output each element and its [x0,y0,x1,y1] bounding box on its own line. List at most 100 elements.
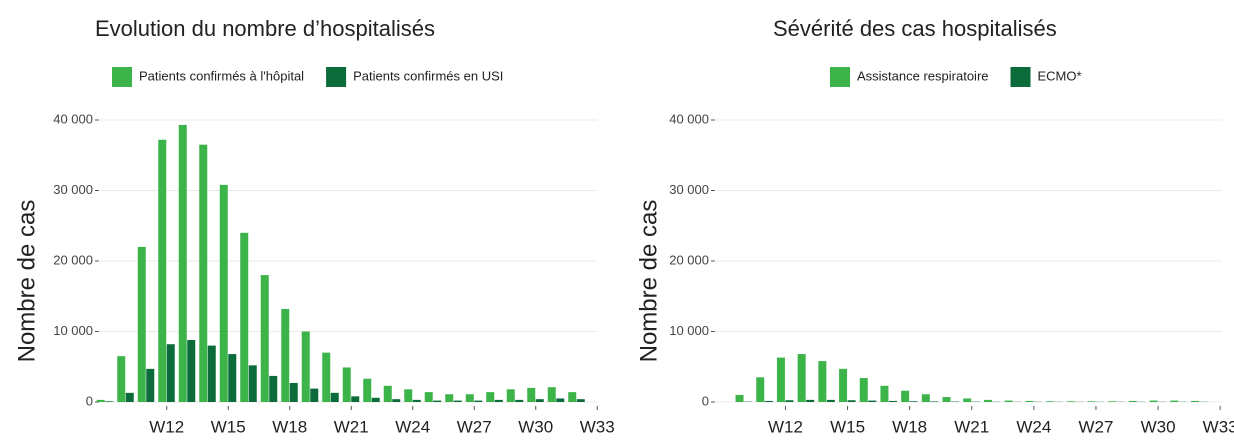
chart-title: Sévérité des cas hospitalisés [773,16,1057,41]
bar [412,399,421,402]
bar [1190,400,1199,402]
bar [137,246,146,402]
bar [1108,401,1117,402]
bar [806,399,815,402]
y-axis-title: Nombre de cas [13,200,40,363]
bar [424,392,433,402]
x-tick-label: W12 [149,417,184,436]
bar [105,401,114,402]
y-tick-label: 40 000 [669,111,709,126]
legend-swatch [830,67,850,87]
bar [868,400,877,402]
bar [289,382,298,402]
legend-swatch [112,67,132,87]
bar [474,400,483,402]
bar [199,144,208,403]
bar [527,387,536,402]
bar [880,385,889,402]
y-axis-title: Nombre de cas [635,200,662,363]
x-tick-label: W24 [1016,417,1051,436]
bar [187,339,196,402]
bar [146,368,155,402]
x-tick-label: W33 [1203,417,1234,436]
y-tick-label: 40 000 [53,111,93,126]
bar [228,354,237,402]
bar [942,397,951,402]
x-tick-label: W18 [892,417,927,436]
legend-swatch [326,67,347,87]
bar [371,397,380,402]
bar [363,378,372,402]
bar [1149,400,1158,402]
x-tick-label: W21 [334,417,369,436]
x-tick-label: W33 [580,417,615,436]
bar [494,399,503,402]
bar [1128,400,1137,402]
y-tick-label: 10 000 [53,323,93,338]
bar [207,345,216,402]
bar [453,400,462,402]
bar [1046,401,1055,402]
bar [901,390,910,402]
bar [240,232,249,402]
bar [930,401,939,402]
x-tick-label: W15 [830,417,865,436]
bar [556,398,565,402]
bar [983,399,992,402]
bar [260,275,269,402]
bar [117,356,126,402]
bar [269,375,278,402]
bar [486,392,495,402]
legend-label: ECMO* [1038,68,1082,83]
y-tick-label: 0 [86,393,93,408]
bar [818,361,827,402]
bar [888,400,897,402]
x-tick-label: W27 [1078,417,1113,436]
bar [859,378,868,402]
bar [178,124,187,402]
bar [392,399,401,402]
x-tick-label: W21 [954,417,989,436]
bar [125,392,134,402]
bar [785,400,794,402]
bar [515,399,524,402]
bar [568,392,577,402]
bar [342,367,351,402]
bar [281,308,290,402]
bar [465,394,474,402]
bar [1087,401,1096,402]
bar [301,331,310,402]
x-tick-label: W30 [1141,417,1176,436]
bar [535,399,544,402]
bar [963,398,972,402]
bar [1170,400,1179,402]
legend-swatch [1010,67,1031,87]
bar [1025,400,1034,402]
bar [764,400,773,402]
chart-title: Evolution du nombre d’hospitalisés [95,16,435,41]
bar [1004,400,1013,402]
legend-label: Assistance respiratoire [857,68,989,83]
bar [797,354,806,402]
bar [219,184,228,402]
y-tick-label: 0 [702,393,709,408]
bar [547,387,556,402]
x-tick-label: W18 [272,417,307,436]
x-tick-label: W30 [518,417,553,436]
y-tick-label: 30 000 [669,182,709,197]
legend-label: Patients confirmés à l'hôpital [139,68,304,83]
bar [322,352,331,402]
bar [310,388,319,402]
x-tick-label: W27 [457,417,492,436]
bar [839,368,848,402]
bar [756,377,765,402]
bar [776,357,785,402]
y-tick-label: 10 000 [669,323,709,338]
bar [166,344,175,402]
bar [96,399,105,402]
bar [909,401,918,402]
bar [351,396,360,402]
bar [1066,401,1075,402]
bar [248,365,257,402]
